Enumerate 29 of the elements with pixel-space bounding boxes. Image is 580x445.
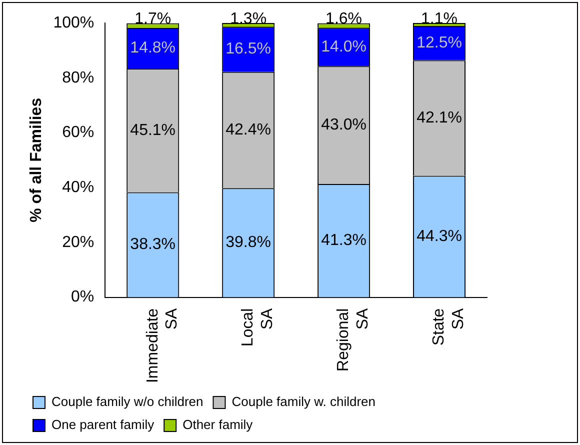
data-label: 45.1% bbox=[130, 122, 176, 139]
y-tick-label: 60% bbox=[62, 124, 94, 142]
data-label: 14.0% bbox=[321, 38, 366, 56]
data-label: 12.5% bbox=[416, 34, 462, 52]
legend-label: One parent family bbox=[52, 417, 155, 432]
x-tick-label: Local SA bbox=[240, 308, 276, 347]
data-label: 42.1% bbox=[416, 109, 462, 126]
data-label: 1.7% bbox=[134, 10, 172, 28]
y-tick-label: 80% bbox=[62, 69, 94, 86]
y-tick-label: 40% bbox=[62, 178, 94, 196]
x-tick-label: State SA bbox=[430, 308, 467, 346]
data-label: 43.0% bbox=[321, 116, 366, 134]
x-tick-label: Regional SA bbox=[335, 308, 372, 372]
data-label: 39.8% bbox=[226, 234, 272, 252]
data-label: 41.3% bbox=[321, 232, 366, 250]
legend-label: Other family bbox=[182, 417, 254, 432]
y-tick-label: 20% bbox=[62, 234, 94, 251]
data-label: 42.4% bbox=[226, 121, 272, 138]
legend-label: Couple family w/o children bbox=[52, 394, 204, 410]
legend-label: Couple family w. children bbox=[232, 394, 376, 410]
data-label: 1.6% bbox=[326, 10, 362, 28]
y-axis-title: % of all Families bbox=[28, 98, 46, 222]
data-label: 14.8% bbox=[130, 40, 176, 57]
data-label: 16.5% bbox=[226, 40, 272, 58]
y-tick-label: 100% bbox=[53, 14, 94, 32]
data-label: 44.3% bbox=[416, 228, 462, 245]
data-label: 38.3% bbox=[130, 236, 176, 254]
x-tick-label: Immediate SA bbox=[144, 308, 180, 384]
y-tick-label: 0% bbox=[70, 288, 94, 306]
